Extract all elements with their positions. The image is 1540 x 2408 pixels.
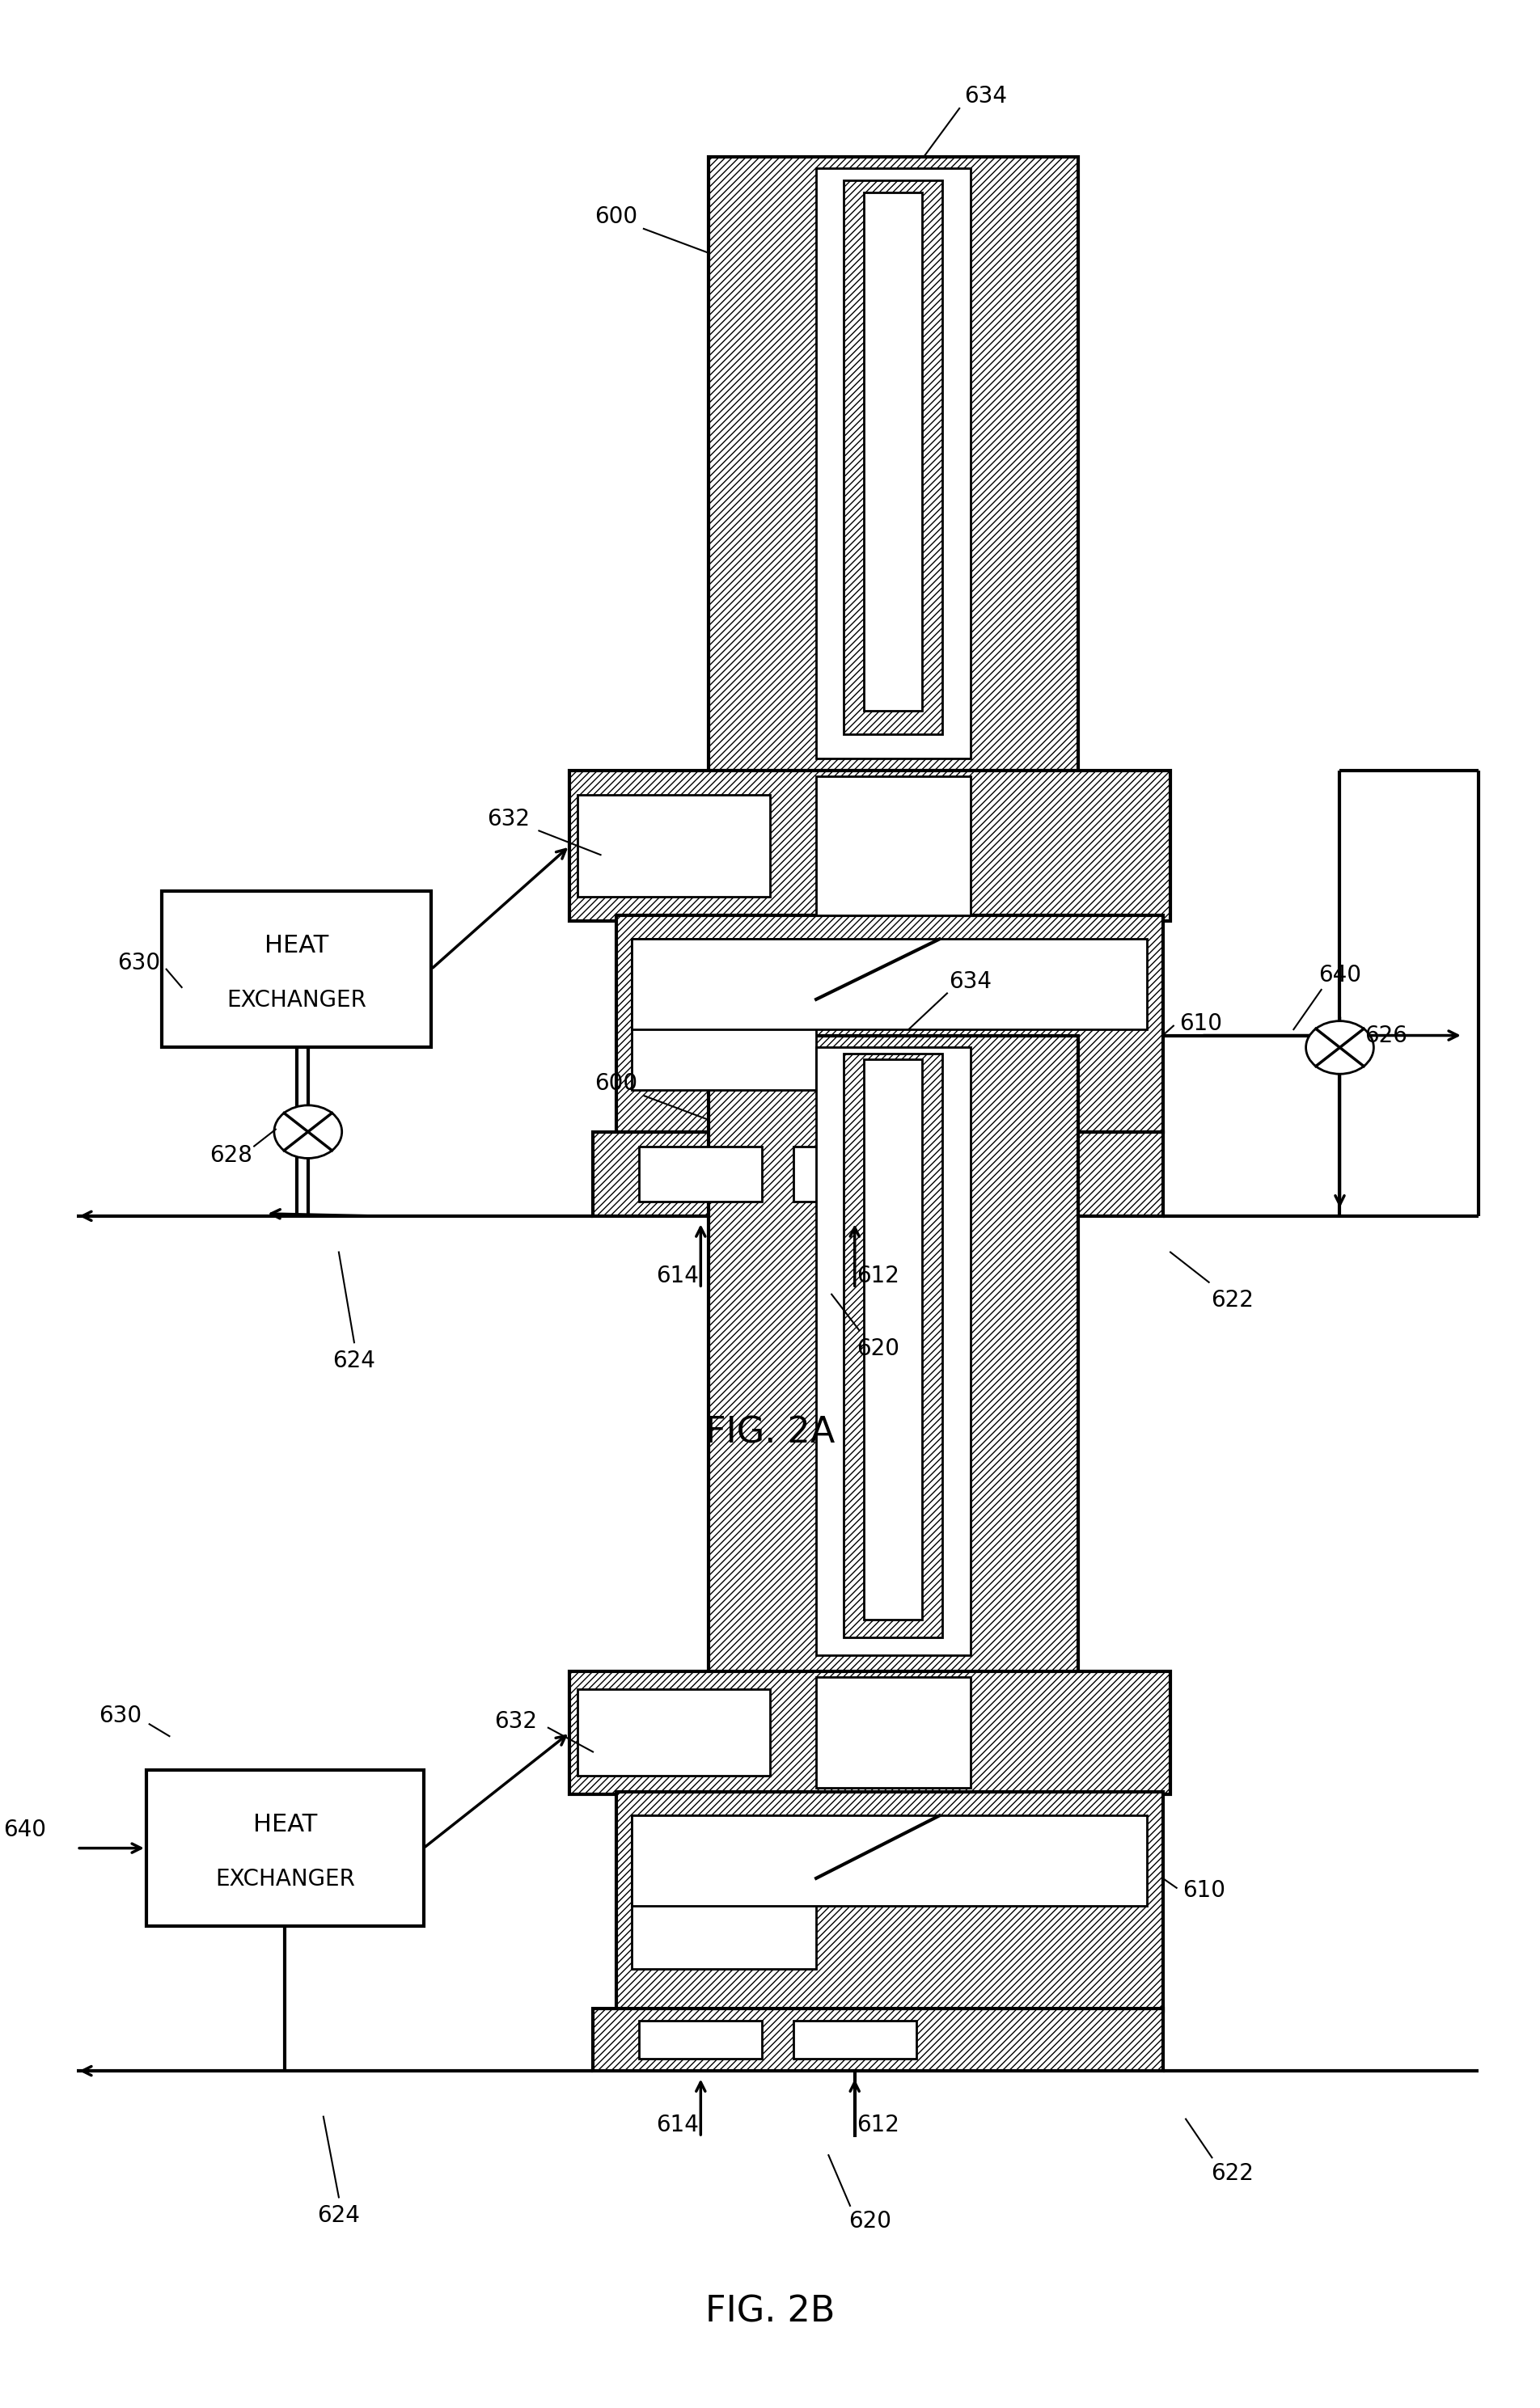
Bar xyxy=(708,1035,1078,1674)
Bar xyxy=(816,1047,970,1657)
Text: 624: 624 xyxy=(317,2203,360,2227)
Bar xyxy=(631,939,816,1088)
Text: 614: 614 xyxy=(656,1264,699,1288)
Bar xyxy=(793,1146,916,1202)
Text: 632: 632 xyxy=(494,1710,537,1734)
Bar xyxy=(816,1676,970,1787)
Text: 620: 620 xyxy=(856,1336,899,1361)
Bar xyxy=(844,1055,942,1637)
Text: FIG. 2A: FIG. 2A xyxy=(705,1416,835,1450)
Text: 620: 620 xyxy=(849,2211,892,2232)
Bar xyxy=(631,1816,816,1970)
Text: 610: 610 xyxy=(1183,1878,1226,1902)
Bar xyxy=(578,1690,770,1777)
Text: 630: 630 xyxy=(99,1705,142,1727)
Bar xyxy=(864,1060,922,1618)
Text: 624: 624 xyxy=(333,1348,376,1373)
Text: 630: 630 xyxy=(117,951,160,975)
Text: 622: 622 xyxy=(1210,2162,1254,2184)
Bar xyxy=(162,891,431,1047)
Text: 612: 612 xyxy=(856,2114,899,2136)
Bar xyxy=(578,795,770,896)
Bar xyxy=(593,2008,1163,2071)
Text: 634: 634 xyxy=(949,970,992,992)
Text: 612: 612 xyxy=(856,1264,899,1288)
Text: EXCHANGER: EXCHANGER xyxy=(226,990,367,1011)
Circle shape xyxy=(274,1105,342,1158)
Bar xyxy=(639,2020,762,2059)
Text: 640: 640 xyxy=(3,1818,46,1842)
Bar xyxy=(631,1816,1147,1907)
Bar xyxy=(816,775,970,915)
Bar xyxy=(616,915,1163,1132)
Text: HEAT: HEAT xyxy=(253,1813,317,1837)
Bar xyxy=(570,771,1170,920)
Bar xyxy=(816,169,970,759)
Text: FIG. 2B: FIG. 2B xyxy=(705,2295,835,2329)
Text: 614: 614 xyxy=(656,2114,699,2136)
Text: HEAT: HEAT xyxy=(265,934,328,958)
Bar xyxy=(570,1671,1170,1794)
Text: 640: 640 xyxy=(1318,963,1361,987)
Text: 600: 600 xyxy=(594,1072,638,1096)
Text: 634: 634 xyxy=(964,84,1007,108)
Text: 626: 626 xyxy=(1364,1023,1408,1047)
Text: 632: 632 xyxy=(487,807,530,831)
Bar xyxy=(631,939,1147,1028)
Bar xyxy=(146,1770,424,1926)
Text: 628: 628 xyxy=(209,1144,253,1168)
Bar xyxy=(639,1146,762,1202)
Text: EXCHANGER: EXCHANGER xyxy=(216,1869,354,1890)
Bar xyxy=(708,157,1078,771)
Bar xyxy=(593,1132,1163,1216)
Bar xyxy=(616,1792,1163,2011)
Bar xyxy=(793,2020,916,2059)
Text: 622: 622 xyxy=(1210,1288,1254,1312)
Text: 600: 600 xyxy=(594,205,638,229)
Text: 610: 610 xyxy=(1180,1011,1223,1035)
Bar xyxy=(844,181,942,734)
Bar xyxy=(864,193,922,710)
Circle shape xyxy=(1306,1021,1374,1074)
